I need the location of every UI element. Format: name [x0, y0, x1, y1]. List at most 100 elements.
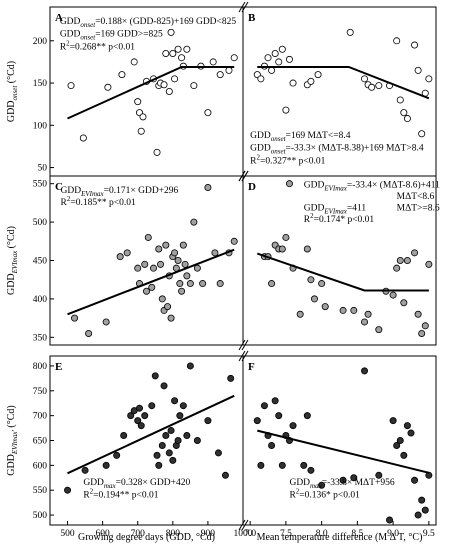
point-d-5 [278, 245, 286, 253]
annotation-e-0: GDDmax=0.328× GDD+420 [83, 478, 190, 490]
point-f-13 [307, 466, 315, 474]
point-c-8 [142, 287, 150, 295]
annotation-e-1: R2=0.194** p<0.01 [83, 488, 158, 501]
point-c-14 [158, 295, 166, 303]
point-c-29 [186, 280, 194, 288]
point-d-26 [411, 249, 419, 257]
point-c-2 [102, 318, 110, 326]
point-c-19 [167, 314, 175, 322]
point-b-17 [368, 83, 376, 91]
xtick-label-e-3: 800 [166, 529, 181, 539]
point-d-24 [400, 299, 408, 307]
x-axis-label-f: Mean temperature difference (M Δ T, °C) [257, 532, 423, 543]
point-e-30 [214, 449, 222, 457]
point-a-28 [216, 71, 224, 79]
point-f-25 [407, 429, 415, 437]
ytick-label-a-2: 150 [33, 79, 48, 89]
point-b-9 [285, 55, 293, 63]
y-axis-label-a: GDDonset (°Cd) [6, 61, 19, 122]
y-axis-label-e: GDDEVImax' (°Cd) [6, 405, 19, 476]
point-d-29 [421, 322, 429, 330]
point-e-13 [153, 451, 161, 459]
point-c-9 [144, 233, 152, 241]
point-c-3 [116, 253, 124, 261]
point-e-2 [102, 461, 110, 469]
point-d-16 [350, 306, 358, 314]
ytick-label-e-2: 600 [33, 461, 48, 471]
point-f-28 [418, 496, 426, 504]
point-d-18 [364, 310, 372, 318]
point-b-25 [414, 66, 422, 74]
point-f-17 [361, 367, 369, 375]
point-f-24 [403, 422, 411, 430]
point-e-0 [64, 486, 72, 494]
point-b-18 [375, 82, 383, 90]
point-c-27 [181, 260, 189, 268]
fit-line-b [257, 66, 430, 100]
point-f-14 [318, 481, 326, 489]
point-c-28 [183, 272, 191, 280]
point-e-1 [81, 466, 89, 474]
xtick-label-e-5: 1000 [234, 529, 253, 539]
point-c-16 [162, 241, 170, 249]
point-b-7 [278, 45, 286, 53]
point-b-23 [403, 115, 411, 123]
panel-frame-f [242, 355, 437, 526]
point-a-11 [153, 148, 161, 156]
xtick-label-e-2: 700 [131, 529, 146, 539]
point-a-5 [134, 98, 142, 106]
fit-line-f [257, 429, 430, 474]
axis-break-a-2-0 [238, 350, 246, 362]
point-d-10 [303, 245, 311, 253]
point-d-11 [307, 276, 315, 284]
point-a-1 [79, 134, 87, 142]
point-a-14 [160, 81, 168, 89]
point-e-4 [120, 432, 128, 440]
axis-break-a-1-0 [238, 170, 246, 182]
point-c-1 [85, 329, 93, 337]
point-f-4 [268, 441, 276, 449]
point-d-17 [361, 318, 369, 326]
point-c-23 [174, 256, 182, 264]
point-c-33 [204, 184, 212, 192]
annotation-d-4: R2=0.174* p<0.01 [304, 212, 375, 225]
panel-label-b: B [248, 12, 256, 24]
point-b-21 [396, 96, 404, 104]
xtick-label-f-0: 7.0 [244, 529, 256, 539]
ytick-label-c-4: 550 [33, 180, 48, 190]
point-c-30 [190, 218, 198, 226]
point-a-16 [165, 88, 173, 96]
fit-line-e [67, 394, 235, 475]
point-f-12 [303, 412, 311, 420]
point-e-16 [160, 382, 168, 390]
point-b-10 [289, 79, 297, 87]
ytick-label-c-0: 350 [33, 333, 48, 343]
point-d-13 [318, 280, 326, 288]
point-a-18 [169, 49, 177, 57]
annotation-a-1: GDDonset=169 GDD>=825 [60, 30, 163, 42]
xtick-label-f-2: 8.0 [316, 529, 328, 539]
point-d-15 [339, 306, 347, 314]
axis-break-b-1-0 [241, 170, 249, 182]
point-f-16 [350, 474, 358, 482]
point-f-29 [421, 506, 429, 514]
point-a-20 [174, 45, 182, 53]
point-d-28 [418, 329, 426, 337]
point-a-3 [118, 71, 126, 79]
point-c-10 [148, 283, 156, 291]
point-f-27 [414, 511, 422, 519]
annotation-f-1: R2=0.136* p<0.01 [289, 488, 360, 501]
point-a-23 [183, 45, 191, 53]
point-e-15 [158, 441, 166, 449]
point-c-26 [179, 241, 187, 249]
point-f-26 [411, 476, 419, 484]
point-e-27 [186, 362, 194, 370]
point-f-0 [253, 417, 261, 425]
annotation-d-0: GDDEVImax=-33.4× (MΔT-8.6)+411 [304, 180, 440, 193]
point-c-17 [164, 303, 172, 311]
point-d-30 [425, 260, 433, 268]
point-b-22 [400, 109, 408, 117]
point-c-4 [123, 249, 131, 257]
point-a-15 [162, 49, 170, 57]
ytick-label-e-0: 500 [33, 511, 48, 521]
